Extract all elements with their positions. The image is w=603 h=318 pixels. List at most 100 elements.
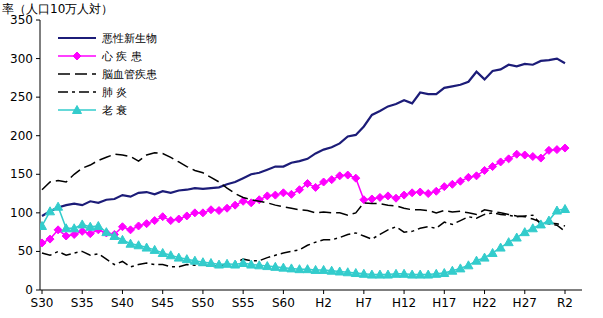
point-marker [263, 262, 272, 270]
point-marker [199, 209, 207, 217]
point-marker [247, 260, 256, 268]
legend-label: 肺 炎 [102, 86, 128, 99]
point-marker [174, 253, 183, 261]
y-tick-label: 250 [10, 90, 33, 104]
point-marker [78, 227, 86, 235]
point-marker [118, 235, 127, 243]
point-marker [416, 188, 424, 196]
point-marker [440, 269, 449, 277]
x-tick-label: S35 [71, 296, 94, 310]
point-marker [127, 226, 135, 234]
y-tick-label: 350 [10, 13, 33, 27]
x-tick-label: S40 [111, 296, 134, 310]
plot-area [40, 59, 570, 279]
point-marker [271, 262, 280, 270]
y-tick-label: 50 [18, 244, 33, 258]
point-marker [311, 265, 320, 273]
point-marker [110, 232, 119, 240]
y-tick-label: 100 [10, 206, 33, 220]
point-marker [432, 269, 441, 277]
point-marker [448, 180, 456, 188]
point-marker [512, 233, 521, 241]
point-marker [521, 151, 529, 159]
point-marker [545, 146, 553, 154]
point-marker [271, 191, 279, 199]
x-tick [202, 290, 203, 294]
point-marker [529, 153, 537, 161]
legend: 悪性新生物心 疾 患脳血管疾患肺 炎老 衰 [58, 32, 157, 117]
point-marker [175, 215, 183, 223]
y-tick [36, 135, 40, 136]
point-marker [464, 173, 472, 181]
point-marker [384, 192, 392, 200]
y-tick-label: 200 [10, 129, 33, 143]
point-marker [206, 259, 215, 267]
point-marker [150, 245, 159, 253]
point-marker [223, 259, 232, 267]
point-marker [400, 269, 409, 277]
point-marker [376, 193, 384, 201]
point-marker [472, 256, 481, 264]
x-tick-label: R2 [557, 296, 573, 310]
point-marker [335, 267, 344, 275]
point-marker [207, 206, 215, 214]
point-marker [416, 270, 425, 278]
point-marker [198, 258, 207, 266]
point-marker [496, 243, 505, 251]
x-tick-label: H17 [432, 296, 456, 310]
point-marker [54, 226, 62, 234]
point-marker [432, 187, 440, 195]
point-marker [40, 221, 47, 229]
x-tick [323, 290, 324, 294]
point-marker [279, 189, 287, 197]
x-tick [243, 290, 244, 294]
legend-label: 脳血管疾患 [102, 68, 157, 81]
x-tick [565, 290, 566, 294]
point-marker [456, 264, 465, 272]
point-marker [359, 269, 368, 277]
point-marker [424, 190, 432, 198]
y-tick-label: 300 [10, 52, 33, 66]
point-marker [295, 186, 303, 194]
point-marker [190, 256, 199, 264]
point-marker [287, 190, 295, 198]
legend-line [58, 73, 96, 75]
series-line [42, 153, 565, 226]
legend-label: 老 衰 [102, 104, 128, 117]
legend-label: 悪性新生物 [101, 32, 157, 45]
y-tick [36, 251, 40, 252]
point-marker [440, 183, 448, 191]
point-marker [352, 174, 360, 182]
y-tick [36, 212, 40, 213]
series-line [42, 213, 565, 267]
x-tick-label: H27 [513, 296, 537, 310]
point-marker [86, 230, 94, 238]
x-tick-label: S50 [191, 296, 214, 310]
point-marker [481, 166, 489, 174]
point-marker [448, 266, 457, 274]
x-axis [40, 290, 582, 291]
point-marker [304, 180, 312, 188]
point-marker [544, 216, 553, 224]
x-tick-label: S55 [232, 296, 255, 310]
series-line [42, 59, 565, 216]
y-axis [40, 20, 41, 290]
x-tick [363, 290, 364, 294]
point-marker [62, 224, 71, 232]
point-marker [78, 220, 87, 228]
point-marker [126, 239, 135, 247]
point-marker [134, 241, 143, 249]
series-line [42, 148, 565, 243]
point-marker [183, 212, 191, 220]
x-tick [484, 290, 485, 294]
point-marker [319, 265, 328, 273]
point-marker [408, 270, 417, 278]
point-marker [336, 172, 344, 180]
point-marker [351, 269, 360, 277]
x-tick [444, 290, 445, 294]
point-marker [151, 217, 159, 225]
y-tick-label: 150 [10, 167, 33, 181]
point-marker [231, 201, 239, 209]
point-marker [62, 232, 70, 240]
point-marker [182, 255, 191, 263]
